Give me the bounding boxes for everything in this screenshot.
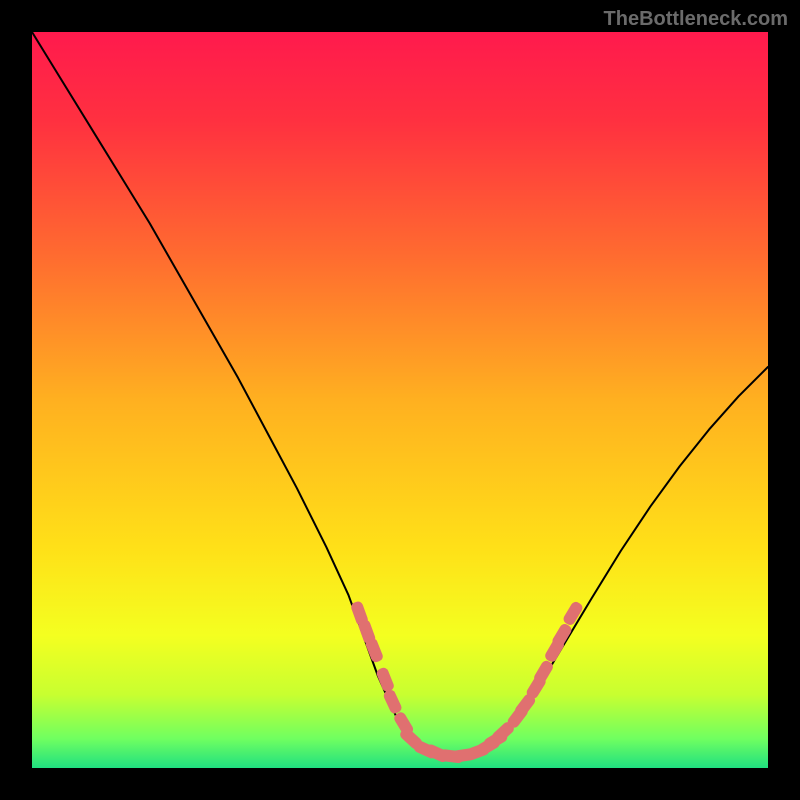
bottleneck-chart xyxy=(0,0,800,800)
chart-container: TheBottleneck.com xyxy=(0,0,800,800)
plot-area xyxy=(32,32,768,768)
